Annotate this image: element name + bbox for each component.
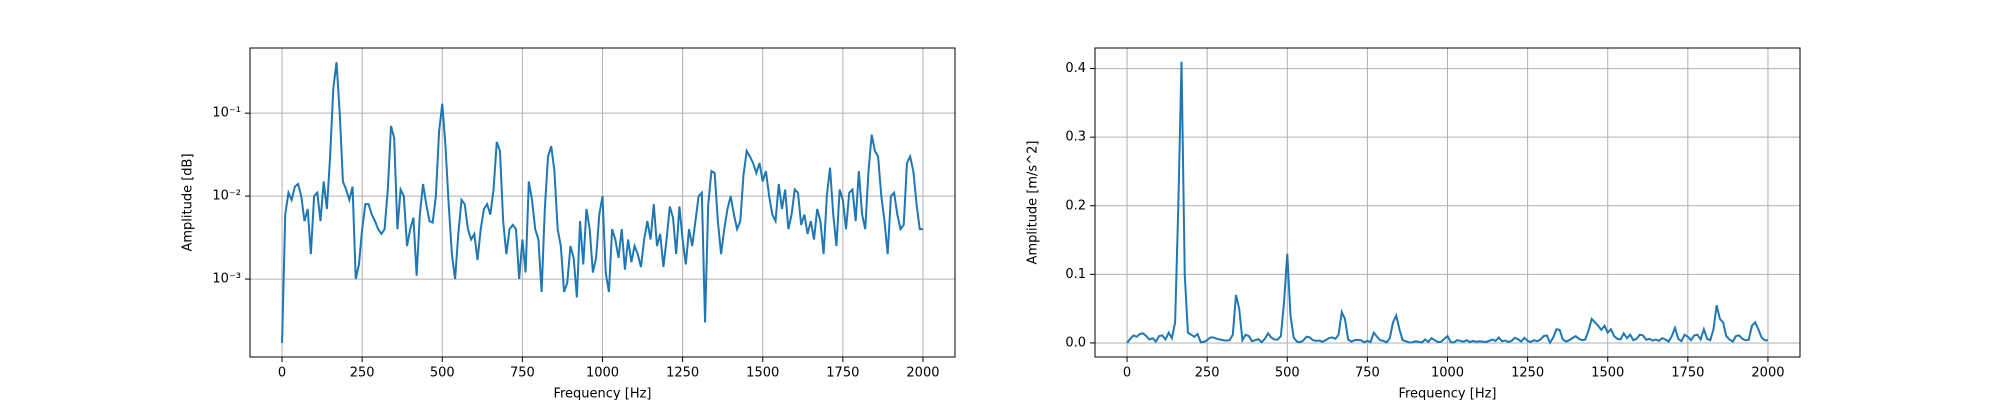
- x-tick-label: 250: [350, 366, 375, 381]
- x-tick-label: 500: [1275, 366, 1300, 381]
- x-tick-label: 750: [1355, 366, 1380, 381]
- y-tick-label: 0.2: [1065, 198, 1086, 213]
- x-tick-label: 750: [510, 366, 535, 381]
- x-tick-label: 0: [1123, 366, 1131, 381]
- x-tick-label: 1250: [666, 366, 699, 381]
- x-tick-label: 500: [430, 366, 455, 381]
- y-tick-label: 0.1: [1065, 267, 1086, 282]
- y-tick-label: 10⁻³: [212, 272, 241, 287]
- y-tick-label: 10⁻¹: [212, 106, 241, 121]
- plot-frame: [1094, 47, 1801, 358]
- x-tick-label: 1750: [826, 366, 859, 381]
- x-tick-label: 2000: [906, 366, 939, 381]
- plot-frame: [249, 47, 956, 358]
- x-tick-label: 1500: [746, 366, 779, 381]
- x-tick-label: 1500: [1591, 366, 1624, 381]
- line: [281, 62, 923, 343]
- x-tick-label: 1000: [586, 366, 619, 381]
- x-tick-label: 2000: [1751, 366, 1784, 381]
- x-tick-label: 0: [278, 366, 286, 381]
- y-tick-label: 0.3: [1065, 130, 1086, 145]
- y-tick-label: 10⁻²: [212, 189, 241, 204]
- x-axis-label: Frequency [Hz]: [553, 387, 651, 400]
- line: [1126, 61, 1768, 345]
- x-axis-label: Frequency [Hz]: [1398, 387, 1496, 400]
- y-tick-label: 0.0: [1065, 335, 1086, 350]
- y-tick-label: 0.4: [1065, 61, 1086, 76]
- y-axis-label: Amplitude [dB]: [181, 153, 196, 251]
- y-axis-label: Amplitude [m/s^2]: [1026, 141, 1041, 265]
- x-tick-label: 1000: [1431, 366, 1464, 381]
- x-tick-label: 1750: [1671, 366, 1704, 381]
- x-tick-label: 1250: [1511, 366, 1544, 381]
- x-tick-label: 250: [1195, 366, 1220, 381]
